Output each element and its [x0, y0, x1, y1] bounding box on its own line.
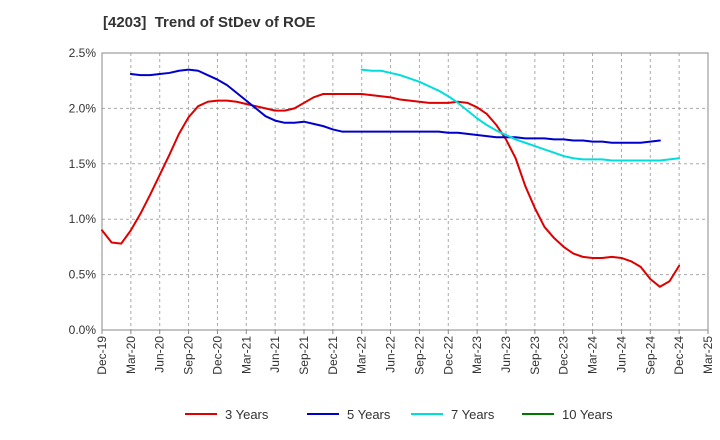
x-tick-label: Jun-24 — [614, 336, 628, 373]
x-tick-label: Jun-20 — [153, 336, 167, 373]
chart-title: [4203] Trend of StDev of ROE — [103, 14, 316, 31]
legend: 3 Years 5 Years 7 Years 10 Years — [185, 407, 613, 422]
legend-label: 5 Years — [347, 407, 391, 422]
legend-label: 10 Years — [562, 407, 613, 422]
x-tick-label: Mar-21 — [239, 336, 253, 374]
x-tick-label: Mar-20 — [124, 336, 138, 374]
x-axis-tick-labels: Dec-19 Mar-20 Jun-20 Sep-20 Dec-20 Mar-21 Jun-… — [95, 330, 715, 375]
y-tick-label: 0.0% — [69, 323, 97, 337]
x-tick-label: Jun-22 — [384, 336, 398, 373]
legend-label: 3 Years — [225, 407, 269, 422]
x-tick-label: Mar-23 — [470, 336, 484, 374]
x-tick-label: Dec-22 — [441, 336, 455, 375]
x-tick-label: Sep-24 — [643, 336, 657, 375]
x-tick-label: Sep-22 — [412, 336, 426, 375]
y-axis-tick-labels: 0.0% 0.5% 1.0% 1.5% 2.0% 2.5% — [69, 46, 97, 337]
x-tick-label: Sep-21 — [297, 336, 311, 375]
series-line-3-years — [101, 93, 681, 288]
y-tick-label: 0.5% — [69, 268, 97, 282]
x-tick-label: Jun-23 — [499, 336, 513, 373]
x-tick-label: Dec-23 — [557, 336, 571, 375]
plot-border — [101, 52, 709, 331]
y-tick-label: 2.5% — [69, 46, 97, 60]
x-tick-label: Jun-21 — [268, 336, 282, 373]
plot-frame — [101, 52, 709, 331]
series-line-7-years — [360, 68, 681, 162]
y-tick-label: 2.0% — [69, 101, 97, 115]
legend-label: 7 Years — [451, 407, 495, 422]
x-tick-label: Sep-20 — [182, 336, 196, 375]
x-tick-label: Dec-21 — [326, 336, 340, 375]
x-tick-label: Sep-23 — [528, 336, 542, 375]
x-tick-label: Dec-24 — [672, 336, 686, 375]
x-tick-label: Mar-24 — [586, 336, 600, 374]
x-tick-label: Mar-25 — [701, 336, 715, 374]
series-line-5-years — [129, 68, 661, 144]
grid-lines — [102, 52, 708, 330]
x-tick-label: Mar-22 — [355, 336, 369, 374]
x-tick-label: Dec-20 — [210, 336, 224, 375]
x-tick-label: Dec-19 — [95, 336, 109, 375]
series-lines — [101, 68, 681, 288]
y-tick-label: 1.5% — [69, 157, 97, 171]
y-tick-label: 1.0% — [69, 212, 97, 226]
